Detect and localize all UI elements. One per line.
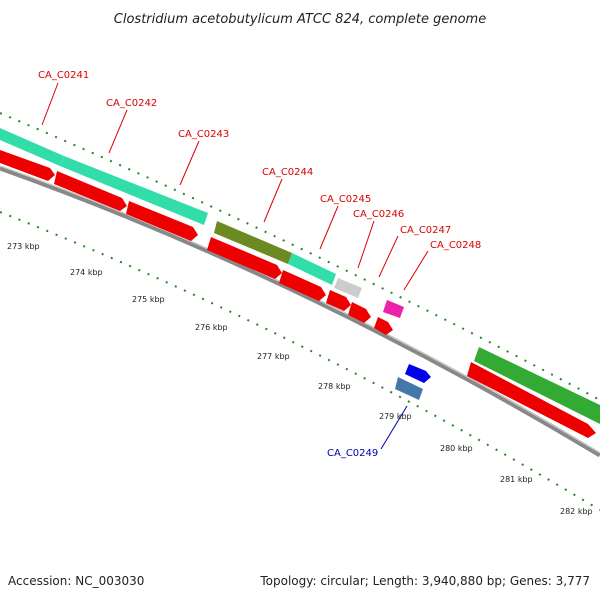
cds-ca-c0245 <box>279 270 326 301</box>
cog-feature-ca-c0246 <box>334 278 362 298</box>
tick-label: 276 kbp <box>195 323 228 332</box>
cds-ca-c0246b <box>348 302 371 323</box>
cog-feature-ca-c0248 <box>383 300 404 318</box>
cog-feature-ca-c0245 <box>288 253 336 285</box>
gene-label-ca-c0244: CA_C0244 <box>262 167 313 178</box>
tick-label: 273 kbp <box>7 242 40 251</box>
cds-ca-c0246a <box>326 290 351 311</box>
tick-label: 278 kbp <box>318 382 351 391</box>
topology-label: Topology: circular; Length: 3,940,880 bp… <box>260 574 590 588</box>
tick-label: 281 kbp <box>500 475 533 484</box>
cds-ca-c0244 <box>207 237 282 279</box>
tick-label: 275 kbp <box>132 295 165 304</box>
cog-feature-ca-c0242 <box>60 156 208 225</box>
gene-label-ca-c0246: CA_C0246 <box>353 209 404 220</box>
cds-ca-c0243 <box>126 201 198 241</box>
cds-right <box>467 362 596 438</box>
cds-ca-c0242 <box>54 171 127 211</box>
tick-label: 279 kbp <box>379 412 412 421</box>
map-title: Clostridium acetobutylicum ATCC 824, com… <box>114 12 486 27</box>
tick-label: 274 kbp <box>70 268 103 277</box>
cog-feature-right <box>474 347 600 424</box>
position-ticks: 273 kbp 274 kbp 275 kbp 276 kbp 277 kbp … <box>7 242 593 516</box>
cds-ca-c0247 <box>374 317 393 335</box>
gene-label-ca-c0248: CA_C0248 <box>430 240 481 251</box>
gene-label-ca-c0247: CA_C0247 <box>400 225 451 236</box>
gene-label-layer: CA_C0241 CA_C0242 CA_C0243 CA_C0244 CA_C… <box>38 70 481 459</box>
gene-label-ca-c0243: CA_C0243 <box>178 129 229 140</box>
gene-label-ca-c0249: CA_C0249 <box>327 448 378 459</box>
outer-tick-track <box>0 112 600 401</box>
cds-track <box>0 150 596 438</box>
gene-label-ca-c0242: CA_C0242 <box>106 98 157 109</box>
cog-feature-track <box>0 128 600 424</box>
cog-feature-ca-c0244 <box>214 221 292 264</box>
tick-label: 280 kbp <box>440 444 473 453</box>
genome-backbone <box>0 165 600 458</box>
gene-label-ca-c0245: CA_C0245 <box>320 194 371 205</box>
cog-feature-ca-c0241 <box>0 128 64 166</box>
cds-ca-c0241 <box>0 150 55 181</box>
tick-label: 282 kbp <box>560 507 593 516</box>
cds-ca-c0249 <box>395 377 423 400</box>
cds-blue <box>405 364 431 383</box>
gene-label-ca-c0241: CA_C0241 <box>38 70 89 81</box>
inner-tick-track <box>0 211 600 511</box>
accession-label: Accession: NC_003030 <box>8 574 145 588</box>
tick-label: 277 kbp <box>257 352 290 361</box>
